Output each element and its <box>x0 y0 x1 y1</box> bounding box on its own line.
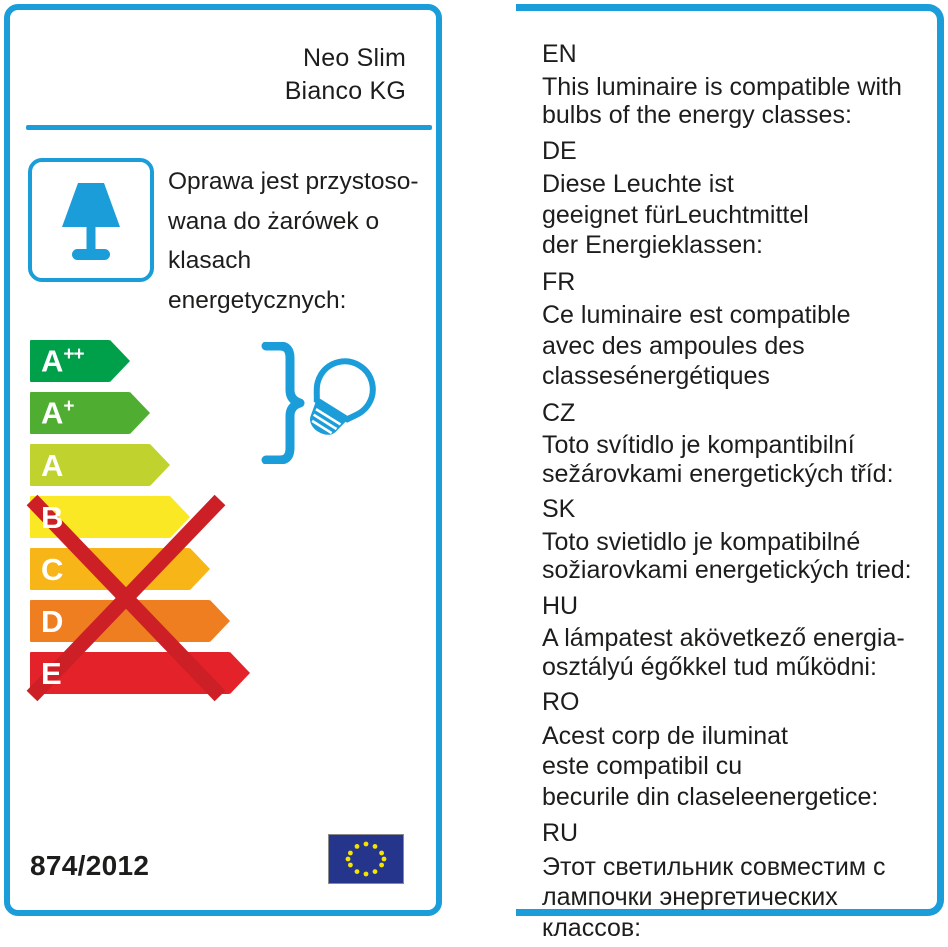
language-code: RU <box>542 819 579 847</box>
language-code: CZ <box>542 398 576 427</box>
right-panel: EN This luminaire is compatible with bulb… <box>516 4 944 942</box>
regulation-number: 874/2012 <box>30 850 150 881</box>
energy-class-body: A+ <box>30 392 150 434</box>
language-text: Toto svietidlo je kompatibilné sožiarovk… <box>542 527 912 585</box>
language-text: Этот светильник совместим с лампочки эне… <box>542 852 886 942</box>
eu-flag <box>328 834 404 884</box>
energy-class-label: E <box>41 655 62 691</box>
language-block: FR Ce luminaire est compatible avec des a… <box>542 265 919 392</box>
language-code: DE <box>542 136 577 165</box>
language-block: RO Acest corp de iluminat este compatibil… <box>542 685 919 812</box>
energy-class-body: A <box>30 444 170 486</box>
language-block: CZ Toto svítidlo je kompantibilní sežárov… <box>542 396 919 489</box>
energy-class-bar: A <box>30 444 260 486</box>
energy-class-bar: D <box>30 600 260 642</box>
energy-class-bar: C <box>30 548 260 590</box>
energy-class-label: C <box>41 551 64 587</box>
energy-label-screenshot: Neo Slim Bianco KG Oprawa jest przystoso… <box>4 4 944 942</box>
energy-class-body: D <box>30 600 230 642</box>
language-text: Acest corp de iluminat este compatibil c… <box>542 721 879 811</box>
language-block: HU A lámpatest akövetkező energia- osztál… <box>542 589 919 682</box>
energy-class-label: A+ <box>41 395 75 431</box>
energy-class-superscript: + <box>63 396 74 418</box>
language-code: RO <box>542 688 580 716</box>
product-title-line1: Neo Slim <box>302 44 406 72</box>
product-title-line2: Bianco KG <box>284 77 406 105</box>
left-panel: Neo Slim Bianco KG Oprawa jest przystoso… <box>4 4 442 916</box>
language-block: DE Diese Leuchte ist geeignet fürLeuchtmi… <box>542 134 919 261</box>
star-ring <box>345 841 387 877</box>
energy-class-label: A <box>41 447 64 483</box>
energy-class-scale: A++ A+ A B C D E <box>30 340 260 700</box>
table-lamp-icon <box>62 183 120 260</box>
energy-class-bar: E <box>30 652 260 694</box>
energy-class-body: B <box>30 496 190 538</box>
language-block: EN This luminaire is compatible with bulb… <box>542 37 919 130</box>
energy-class-superscript: ++ <box>63 344 84 366</box>
energy-class-bar: B <box>30 496 260 538</box>
energy-class-label: D <box>41 603 64 639</box>
brace-and-bulb-group <box>261 342 376 464</box>
language-code: SK <box>542 495 576 523</box>
language-code: FR <box>542 267 576 296</box>
energy-class-body: C <box>30 548 210 590</box>
eu-flag-stars <box>329 835 403 883</box>
language-text: This luminaire is compatible with bulbs … <box>542 72 902 130</box>
energy-class-label: B <box>41 499 64 535</box>
light-bulb-icon <box>310 358 376 435</box>
language-code: EN <box>542 40 577 68</box>
language-block: SK Toto svietidlo je kompatibilné sožiaro… <box>542 492 919 585</box>
compatibility-text: Oprawa jest przystoso- wana do żarówek o… <box>168 168 419 315</box>
curly-brace-icon <box>261 342 305 464</box>
energy-class-label: A++ <box>41 343 85 379</box>
language-text: A lámpatest akövetkező energia- osztályú… <box>542 624 905 681</box>
language-text: Toto svítidlo je kompantibilní sežárovka… <box>542 431 894 488</box>
title-divider <box>26 125 432 130</box>
lamp-icon-box <box>28 158 154 282</box>
language-text: Ce luminaire est compatible avec des amp… <box>542 301 851 390</box>
product-title: Neo Slim Bianco KG <box>285 42 406 108</box>
energy-class-body: A++ <box>30 340 130 382</box>
energy-class-bar: A++ <box>30 340 260 382</box>
language-list: EN This luminaire is compatible with bulb… <box>542 37 919 947</box>
language-code: HU <box>542 591 579 620</box>
language-text: Diese Leuchte ist geeignet fürLeuchtmitt… <box>542 170 809 259</box>
energy-class-body: E <box>30 652 250 694</box>
energy-class-bar: A+ <box>30 392 260 434</box>
